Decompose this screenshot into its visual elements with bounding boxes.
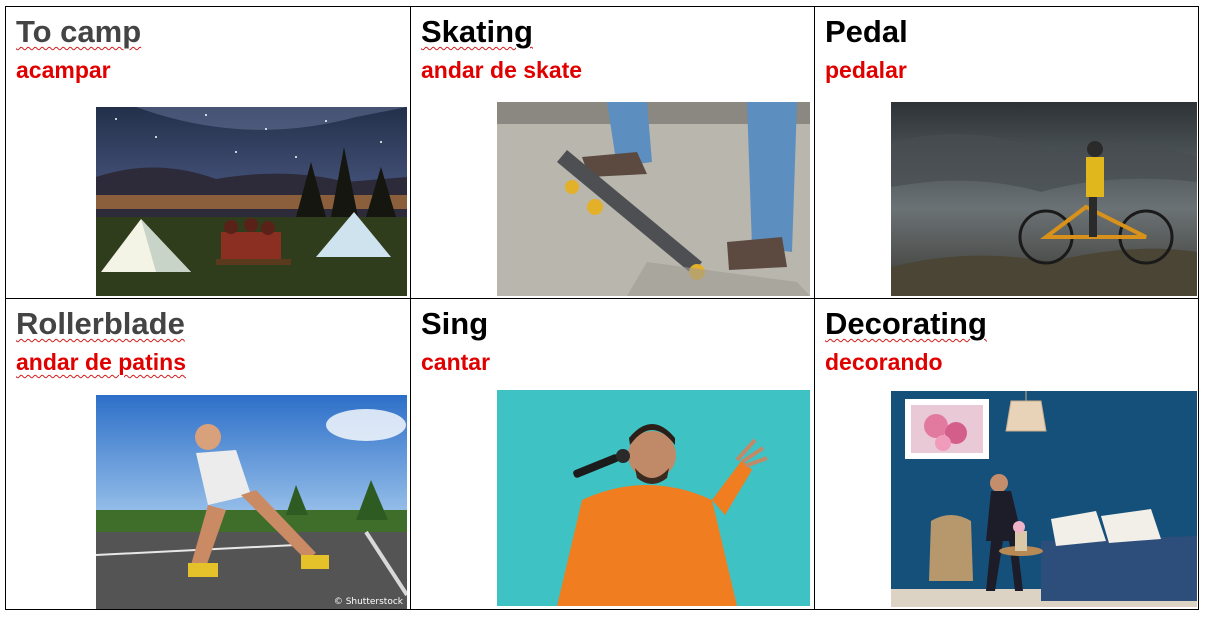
singer-photo (497, 390, 810, 606)
photo-watermark: © Shutterstock (333, 597, 403, 607)
column-divider (814, 7, 815, 609)
card-decorating: Decorating decorando (815, 299, 1200, 611)
row-divider (6, 298, 1198, 299)
decorating-photo (891, 391, 1197, 607)
card-translation: pedalar (825, 57, 907, 83)
vocabulary-table: To camp acampar (5, 6, 1199, 610)
card-skating: Skating andar de skate (411, 7, 814, 298)
card-title: To camp (16, 14, 142, 49)
card-translation: andar de patins (16, 349, 186, 375)
card-rollerblade: Rollerblade andar de patins (6, 299, 410, 611)
cyclist-photo (891, 102, 1197, 296)
skateboard-photo (497, 102, 810, 296)
card-translation: andar de skate (421, 57, 583, 83)
card-title: Sing (421, 306, 489, 341)
card-translation: cantar (421, 349, 491, 375)
column-divider (410, 7, 411, 609)
rollerblade-photo: © Shutterstock (96, 395, 407, 609)
card-title: Skating (421, 14, 533, 49)
card-title: Decorating (825, 306, 987, 341)
card-title: Rollerblade (16, 306, 185, 341)
card-translation: acampar (16, 57, 111, 83)
card-pedal: Pedal pedalar (815, 7, 1200, 298)
card-translation: decorando (825, 349, 943, 375)
camping-photo (96, 107, 407, 296)
card-sing: Sing cantar (411, 299, 814, 611)
card-to-camp: To camp acampar (6, 7, 410, 298)
card-title: Pedal (825, 14, 908, 49)
